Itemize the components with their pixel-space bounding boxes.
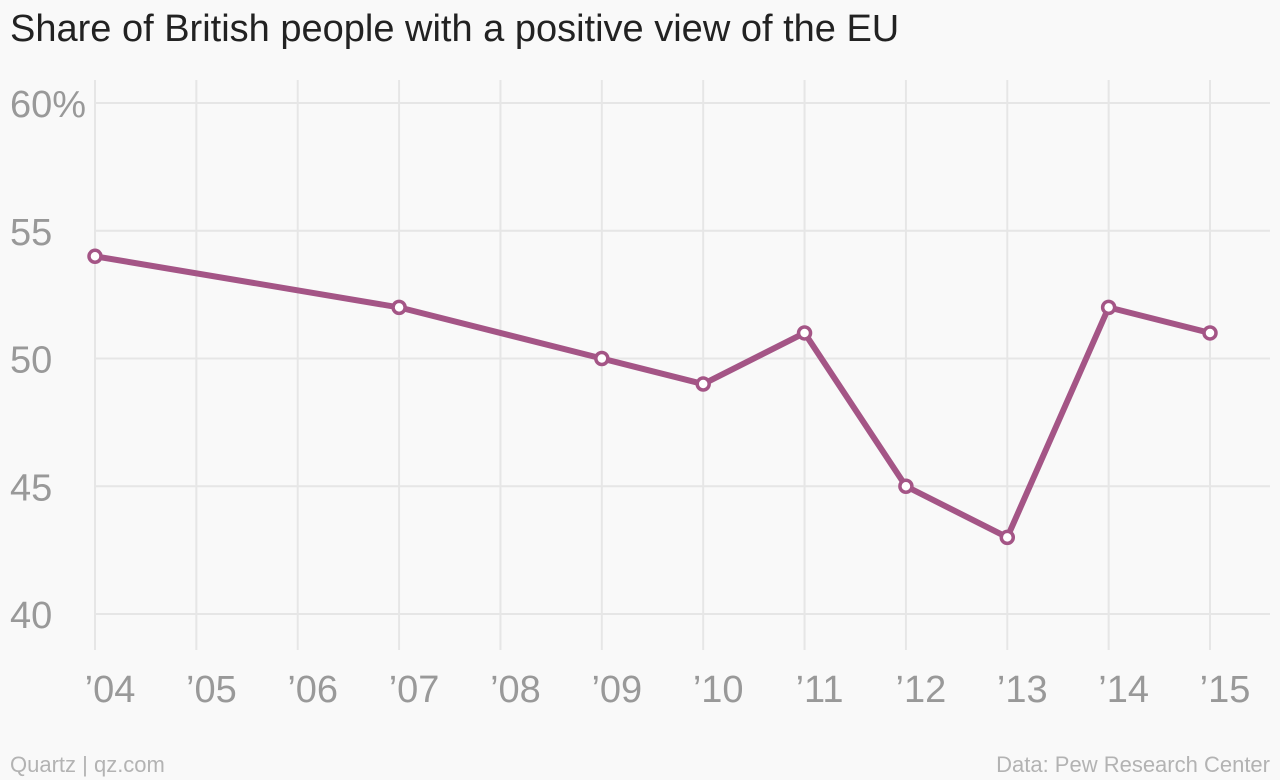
x-tick-label: ’15: [1200, 669, 1251, 711]
x-tick-label: ’11: [796, 669, 844, 711]
data-point: [1202, 325, 1218, 341]
series-line: [92, 253, 1213, 541]
x-tick-label: ’04: [85, 669, 136, 711]
x-tick-label: ’08: [490, 669, 541, 711]
data-point: [695, 376, 711, 392]
chart-title: Share of British people with a positive …: [10, 8, 900, 50]
y-tick-label: 55: [10, 212, 52, 254]
y-tick-label: 60%: [10, 84, 86, 126]
footer-credit: Quartz | qz.com: [10, 752, 165, 777]
x-axis-tick-labels: ’04 ’05 ’06 ’07 ’08 ’09 ’10 ’11 ’12 ’13 ’14 ’15: [85, 669, 1251, 711]
data-point: [87, 248, 103, 265]
y-tick-label: 40: [10, 595, 52, 637]
y-tick-label-backdrop: [6, 464, 56, 509]
y-tick-label-backdrop: [6, 592, 56, 636]
x-tick-label: ’07: [389, 669, 440, 711]
y-tick-label: 50: [10, 340, 52, 382]
y-axis-tick-labels: 60% 55 50 45 40: [6, 81, 86, 637]
data-point: [1100, 299, 1117, 316]
x-tick-label: ’06: [287, 669, 338, 711]
data-point: [796, 325, 813, 341]
y-tick-label: 45: [10, 467, 52, 509]
data-point: [594, 350, 610, 367]
footer-data-source: Data: Pew Research Center: [996, 752, 1270, 777]
series-points-layer: [87, 248, 1218, 546]
x-tick-label: ’05: [186, 669, 237, 711]
y-tick-label-backdrop: [6, 336, 56, 381]
grid-lines: [94, 80, 1270, 650]
x-tick-label: ’12: [896, 669, 947, 711]
data-point: [898, 478, 914, 494]
data-point: [391, 299, 407, 316]
x-tick-label: ’14: [1098, 669, 1149, 711]
series-line-layer: [92, 253, 1213, 541]
y-tick-label-backdrop: [6, 208, 56, 253]
data-point: [999, 529, 1016, 546]
x-tick-label: ’10: [693, 669, 744, 711]
y-tick-label-backdrop: [6, 81, 77, 125]
x-tick-label: ’09: [591, 669, 642, 711]
x-tick-label: ’13: [997, 669, 1048, 711]
